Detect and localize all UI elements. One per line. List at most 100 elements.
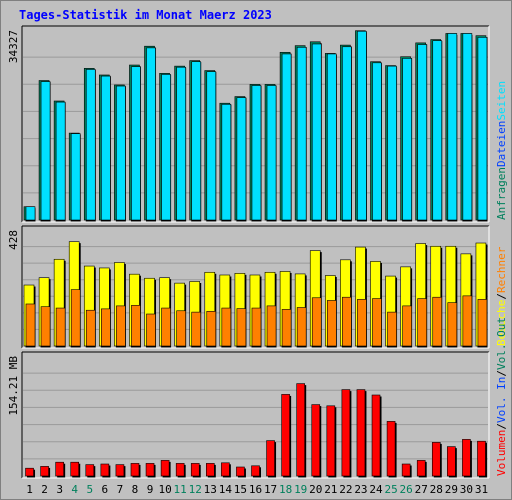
bar-volume-volumen-23 — [356, 389, 366, 477]
bar-visits-rechner-28 — [432, 296, 443, 347]
bar-visits-rechner-21 — [326, 300, 337, 347]
bar-volume-volumen-26 — [401, 463, 411, 477]
bar-visits-rechner-24 — [372, 298, 382, 347]
bar-volume-volumen-3 — [55, 461, 64, 477]
bar-requests-seiten-6 — [101, 75, 111, 221]
legend-visits: Besuche/Rechner — [495, 246, 508, 346]
bar-requests-seiten-21 — [326, 53, 337, 221]
bar-requests-seiten-22 — [342, 46, 352, 221]
bar-requests-seiten-30 — [462, 33, 473, 221]
bar-volume-volumen-28 — [431, 442, 441, 477]
bar-volume-volumen-15 — [236, 466, 245, 477]
x-tick-label-13: 13 — [204, 483, 217, 496]
bar-requests-seiten-15 — [236, 97, 247, 221]
chart-title: Tages-Statistik im Monat Maerz 2023 — [19, 8, 272, 22]
bar-visits-rechner-4 — [70, 289, 81, 347]
bar-volume-volumen-8 — [130, 463, 140, 477]
x-tick-label-10: 10 — [158, 483, 171, 496]
bar-volume-volumen-5 — [85, 464, 95, 477]
x-tick-label-24: 24 — [369, 483, 383, 496]
y-axis-label-volume: 154.21 MB — [7, 356, 20, 416]
bar-volume-volumen-22 — [341, 389, 351, 477]
bar-visits-rechner-27 — [417, 298, 427, 347]
x-tick-label-23: 23 — [354, 483, 367, 496]
x-tick-label-22: 22 — [339, 483, 352, 496]
bar-visits-rechner-30 — [462, 295, 473, 347]
x-tick-label-12: 12 — [189, 483, 202, 496]
y-axis-label-visits: 428 — [7, 230, 20, 250]
bar-requests-seiten-3 — [55, 101, 66, 221]
bar-volume-volumen-21 — [326, 405, 336, 477]
bar-requests-seiten-5 — [85, 69, 96, 221]
bar-volume-volumen-31 — [477, 440, 486, 477]
bar-visits-rechner-10 — [161, 307, 171, 347]
legend-volume: Volumen/Vol. In/Vol. Out — [495, 317, 508, 476]
x-tick-label-31: 31 — [475, 483, 488, 496]
bar-requests-seiten-12 — [191, 61, 202, 221]
x-tick-label-5: 5 — [86, 483, 93, 496]
bar-visits-rechner-26 — [402, 305, 412, 347]
x-tick-label-1: 1 — [26, 483, 33, 496]
legend-entry: Anfragen — [495, 167, 508, 220]
x-tick-label-26: 26 — [400, 483, 413, 496]
bar-volume-volumen-18 — [281, 394, 290, 477]
bar-visits-rechner-31 — [477, 299, 488, 347]
bar-visits-rechner-16 — [251, 307, 262, 347]
bar-visits-rechner-17 — [266, 305, 277, 347]
bar-volume-volumen-20 — [311, 404, 321, 477]
bar-visits-rechner-3 — [55, 307, 66, 347]
bar-visits-rechner-14 — [221, 307, 232, 347]
bar-visits-rechner-9 — [146, 313, 156, 347]
bar-requests-seiten-18 — [281, 53, 292, 221]
bar-volume-volumen-27 — [416, 460, 426, 477]
bar-volume-volumen-30 — [462, 439, 471, 477]
bar-visits-rechner-5 — [85, 309, 96, 347]
bar-visits-rechner-8 — [131, 305, 141, 347]
bar-visits-rechner-25 — [387, 311, 397, 347]
x-tick-label-16: 16 — [249, 483, 262, 496]
bar-requests-seiten-25 — [387, 65, 397, 221]
bar-visits-rechner-12 — [191, 311, 202, 347]
bar-volume-volumen-11 — [175, 463, 185, 477]
bar-volume-volumen-16 — [251, 465, 260, 477]
legend-entry: Vol. In — [495, 377, 508, 423]
bar-volume-volumen-10 — [160, 460, 170, 477]
bar-visits-rechner-22 — [342, 296, 352, 347]
x-tick-label-2: 2 — [41, 483, 48, 496]
bar-visits-rechner-6 — [101, 308, 111, 347]
x-tick-label-25: 25 — [384, 483, 397, 496]
bar-requests-seiten-29 — [447, 33, 458, 221]
bar-volume-volumen-9 — [145, 463, 155, 477]
x-tick-label-9: 9 — [147, 483, 154, 496]
bar-requests-seiten-28 — [432, 40, 443, 221]
legend-entry: Besuche — [495, 300, 508, 346]
bar-visits-rechner-29 — [447, 302, 458, 347]
bar-requests-seiten-9 — [146, 47, 156, 221]
bar-requests-seiten-11 — [176, 66, 186, 221]
bar-visits-rechner-7 — [116, 305, 126, 347]
bar-volume-volumen-7 — [115, 464, 125, 477]
bar-volume-volumen-19 — [296, 383, 305, 477]
bar-volume-volumen-25 — [386, 421, 396, 477]
bar-visits-rechner-18 — [281, 309, 292, 347]
x-tick-label-30: 30 — [460, 483, 473, 496]
bar-volume-volumen-14 — [221, 462, 230, 477]
legend-entry: / — [495, 423, 508, 430]
bar-requests-seiten-14 — [221, 104, 232, 221]
x-tick-label-19: 19 — [294, 483, 307, 496]
legend-entry: Vol. Out — [495, 317, 508, 370]
bar-requests-seiten-4 — [70, 133, 81, 221]
x-tick-label-6: 6 — [102, 483, 109, 496]
x-tick-label-27: 27 — [415, 483, 428, 496]
bar-visits-rechner-20 — [311, 297, 322, 347]
bar-volume-volumen-1 — [25, 467, 34, 477]
legend-entry: / — [495, 293, 508, 300]
legend-requests: AnfragenDateienSeiten — [495, 81, 508, 220]
bar-visits-rechner-2 — [40, 306, 51, 347]
bar-requests-seiten-2 — [40, 81, 51, 221]
legend-entry: Seiten — [495, 81, 508, 121]
x-tick-label-17: 17 — [264, 483, 277, 496]
y-axis-label-requests: 34327 — [7, 30, 20, 63]
legend-entry: / — [495, 370, 508, 377]
